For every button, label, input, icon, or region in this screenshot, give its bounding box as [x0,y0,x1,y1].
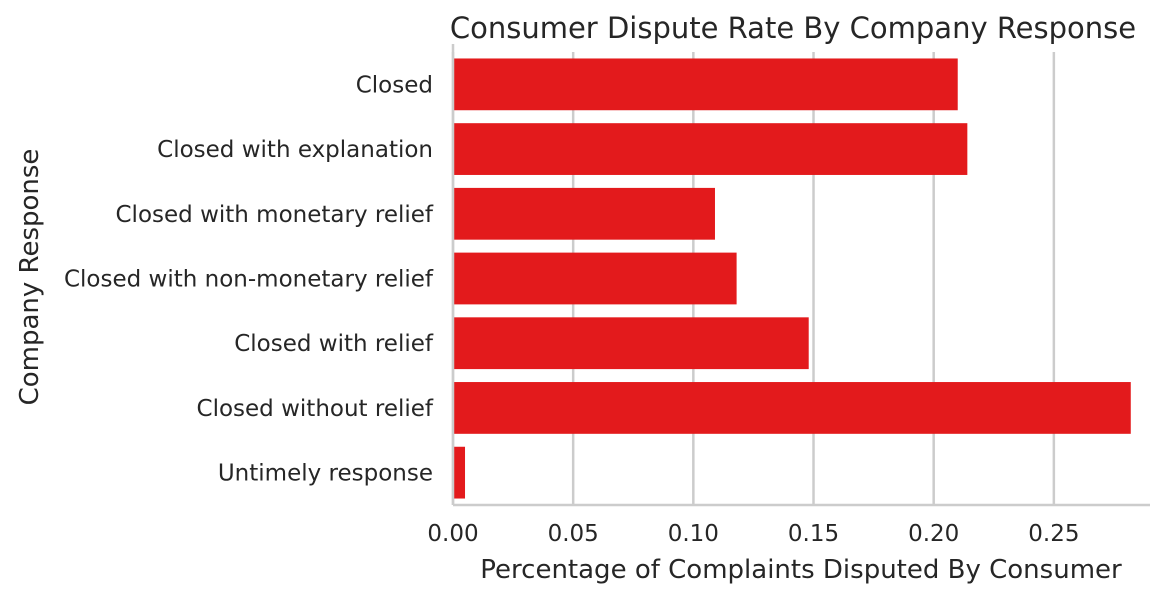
y-tick-label: Untimely response [218,461,433,487]
bar [453,252,737,305]
bar [453,446,466,499]
bar [453,317,809,370]
y-tick-label: Closed without relief [197,396,434,422]
x-tick-label: 0.25 [1028,521,1079,547]
bar [453,187,715,240]
y-tick-label: Closed with relief [234,331,434,357]
x-tick-labels: 0.00 0.05 0.10 0.15 0.20 0.25 [427,521,1079,547]
y-tick-label: Closed [356,72,433,98]
y-tick-labels: Closed Closed with explanation Closed with… [64,72,434,486]
bar [453,382,1131,434]
y-tick-label: Closed with monetary relief [116,202,434,228]
x-tick-label: 0.05 [548,521,599,547]
x-tick-label: 0.15 [788,521,839,547]
y-tick-label: Closed with explanation [157,137,433,163]
x-tick-label: 0.10 [668,521,719,547]
x-tick-label: 0.00 [427,521,478,547]
y-tick-label: Closed with non-monetary relief [64,267,434,293]
bar [453,58,958,111]
chart-title: Consumer Dispute Rate By Company Respons… [450,11,1136,45]
x-axis-label: Percentage of Complaints Disputed By Con… [480,555,1122,585]
axes [451,44,1150,507]
bars [453,58,1131,499]
bar [453,123,968,175]
y-axis-label: Company Response [15,149,45,406]
x-tick-label: 0.20 [908,521,959,547]
